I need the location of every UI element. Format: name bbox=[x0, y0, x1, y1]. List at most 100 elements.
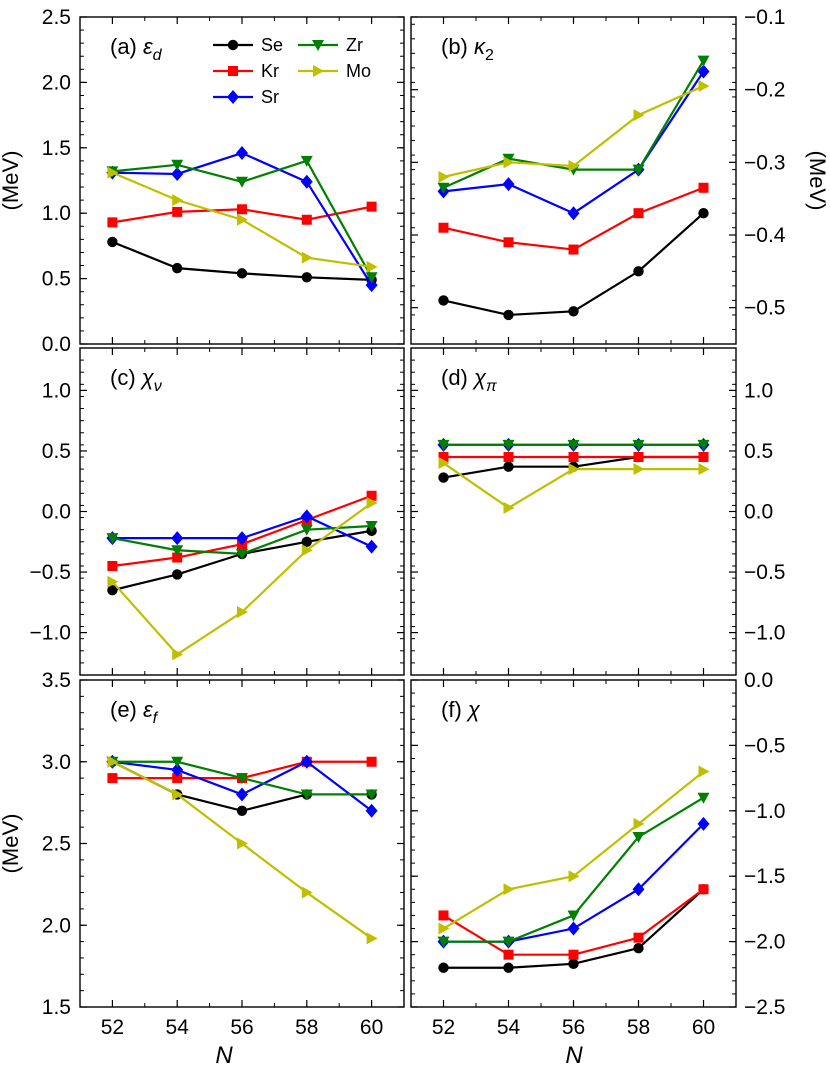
point-zr bbox=[171, 545, 184, 557]
point-mo bbox=[503, 501, 515, 514]
y-tick-label: 1.5 bbox=[42, 996, 71, 1019]
point-sr bbox=[365, 278, 378, 293]
point-kr bbox=[366, 201, 377, 212]
point-mo bbox=[698, 80, 710, 93]
point-sr bbox=[236, 146, 248, 161]
point-se bbox=[568, 306, 579, 317]
point-zr bbox=[697, 439, 710, 451]
point-se bbox=[236, 805, 248, 816]
panel-d: −1.0 −0.5 0.0 0.5 1.0 (d) χπ bbox=[410, 347, 785, 676]
point-se bbox=[438, 962, 449, 973]
y-tick-label: −0.5 bbox=[30, 561, 71, 584]
series-group bbox=[437, 437, 710, 514]
point-mo bbox=[366, 932, 378, 945]
point-se bbox=[633, 266, 644, 277]
y-tick-label: 1.5 bbox=[42, 137, 71, 160]
point-zr bbox=[236, 548, 248, 560]
point-zr bbox=[567, 910, 580, 922]
point-zr bbox=[300, 155, 313, 167]
legend-label: Se bbox=[261, 35, 283, 55]
point-kr bbox=[107, 217, 118, 228]
y-axis-title: (MeV) bbox=[0, 814, 23, 874]
y-tick-label: 2.0 bbox=[42, 914, 71, 937]
point-sr bbox=[632, 882, 645, 897]
point-mo bbox=[366, 260, 378, 273]
point-sr bbox=[300, 754, 313, 769]
y-tick-label: 3.5 bbox=[42, 669, 71, 692]
y-tick-label: 1.0 bbox=[42, 202, 71, 225]
point-mo bbox=[503, 883, 515, 896]
panel-frame bbox=[79, 347, 405, 676]
point-se bbox=[503, 962, 514, 973]
x-tick-label: 52 bbox=[101, 1016, 124, 1039]
legend-label: Zr bbox=[346, 35, 363, 55]
point-mo bbox=[107, 166, 119, 179]
legend-label: Sr bbox=[261, 87, 279, 107]
point-zr bbox=[236, 773, 248, 785]
legend-marker bbox=[312, 40, 324, 51]
point-mo bbox=[438, 457, 450, 470]
panel-frame bbox=[79, 679, 405, 1008]
point-kr bbox=[438, 452, 449, 462]
panel-b: −0.5 −0.4 −0.3 −0.2 −0.1 (b) κ2 (MeV) bbox=[410, 6, 830, 345]
point-se bbox=[172, 262, 183, 274]
y-axis-title: (MeV) bbox=[0, 151, 23, 211]
panel-frame bbox=[410, 679, 737, 1008]
point-mo bbox=[568, 870, 580, 883]
series-line-se bbox=[443, 212, 705, 317]
x-axis-title-left: N bbox=[215, 1042, 233, 1069]
point-mo bbox=[301, 544, 313, 557]
panel-title: (f) χ bbox=[441, 697, 481, 722]
point-sr bbox=[236, 531, 248, 546]
x-tick-label: 54 bbox=[166, 1016, 190, 1039]
panel-title: (b) κ2 bbox=[441, 34, 494, 64]
point-mo bbox=[568, 159, 580, 172]
point-zr bbox=[567, 439, 580, 451]
panels: 0.00.51.01.52.02.5(a) εd(MeV)−0.5−0.4−0.… bbox=[0, 6, 830, 1039]
point-kr bbox=[698, 182, 709, 193]
point-mo bbox=[172, 648, 184, 661]
point-zr bbox=[437, 936, 450, 948]
series-line-sr bbox=[443, 70, 705, 215]
x-tick-label: 58 bbox=[295, 1016, 318, 1039]
panel-f: −2.5 −2.0 −1.5 −1.0 −0.5 0.0 52 54 56 58 60 (f) χ bbox=[410, 669, 785, 1039]
point-zr bbox=[502, 936, 515, 948]
y-tick-label: −1.5 bbox=[744, 865, 785, 888]
point-zr bbox=[632, 439, 645, 451]
point-sr bbox=[171, 166, 184, 181]
legend-item-sr: Sr bbox=[213, 87, 279, 107]
legend-item-zr: Zr bbox=[298, 35, 363, 55]
point-mo bbox=[237, 837, 248, 850]
point-kr bbox=[237, 204, 247, 215]
panel-frame bbox=[79, 16, 405, 345]
y-tick-label: −0.1 bbox=[744, 6, 785, 29]
point-mo bbox=[438, 170, 450, 183]
point-mo bbox=[237, 606, 248, 619]
point-mo bbox=[633, 817, 645, 830]
panel-c: −1.0 −0.5 0.0 0.5 1.0 (c) χν bbox=[30, 347, 405, 676]
point-se bbox=[107, 585, 118, 596]
y-tick-label: −1.0 bbox=[744, 622, 785, 645]
point-sr bbox=[697, 64, 710, 79]
point-se bbox=[633, 942, 644, 954]
x-axis-title-right: N bbox=[565, 1042, 583, 1069]
y-tick-label: 0.5 bbox=[42, 268, 71, 291]
point-zr bbox=[697, 55, 710, 67]
y-tick-label: 1.0 bbox=[744, 379, 773, 402]
point-kr bbox=[172, 206, 183, 217]
point-kr bbox=[438, 910, 449, 921]
y-tick-label: 0.0 bbox=[42, 501, 71, 524]
point-kr bbox=[107, 773, 118, 784]
series-group bbox=[106, 146, 378, 293]
legend-marker bbox=[227, 39, 239, 51]
point-se bbox=[107, 236, 118, 248]
y-tick-label: 0.5 bbox=[744, 440, 773, 463]
point-mo bbox=[107, 755, 119, 768]
panel-title: (d) χπ bbox=[441, 365, 497, 395]
point-zr bbox=[632, 164, 645, 176]
y-tick-label: −0.5 bbox=[744, 734, 785, 757]
point-kr bbox=[503, 949, 514, 960]
legend-label: Mo bbox=[346, 61, 371, 81]
point-mo bbox=[698, 463, 710, 476]
